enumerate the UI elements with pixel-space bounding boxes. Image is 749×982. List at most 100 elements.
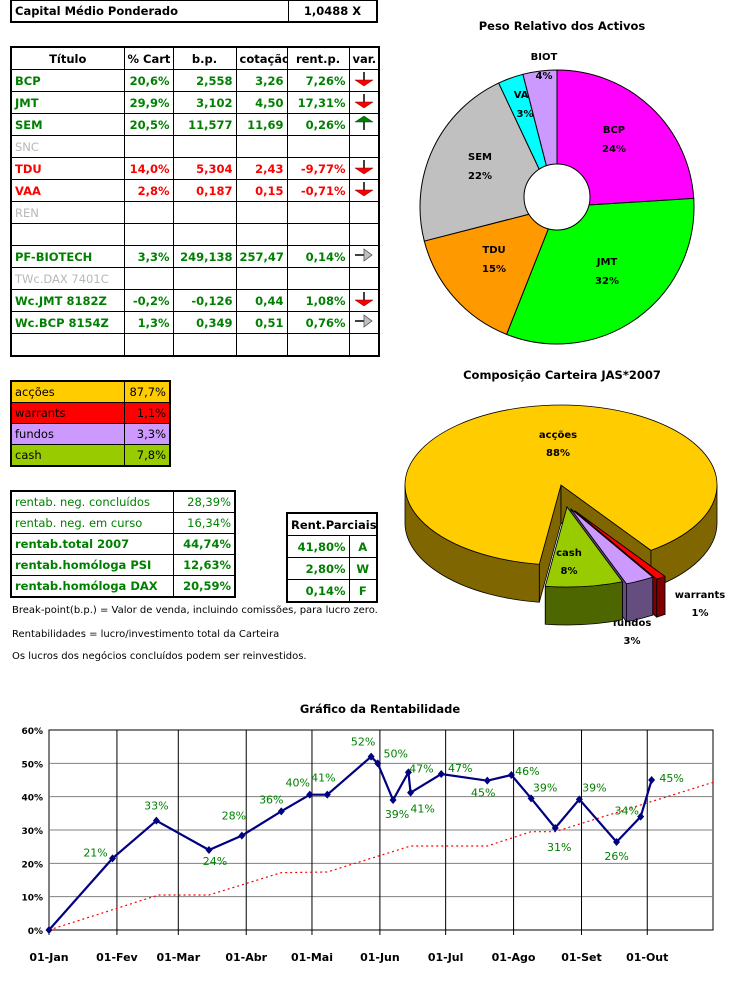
- allocation-label: fundos: [10, 423, 125, 445]
- allocation-label: acções: [10, 380, 125, 403]
- donut-chart: BCP 24% JMT 32% TDU 15% SEM 22% VAA 3% BIOT 4%: [419, 52, 695, 345]
- donut-slice-percent: 32%: [595, 276, 619, 287]
- capital-label: Capital Médio Ponderado: [10, 0, 289, 23]
- rentab-value: 28,39%: [172, 490, 236, 513]
- rent-parciais-table: Rent.Parciais 41,80% A 2,80% W 0,14% F: [286, 512, 378, 603]
- col-rent-p-cell: 17,31%: [286, 91, 350, 114]
- donut-slice-percent: 24%: [602, 144, 626, 155]
- col-titulo-cell: SNC: [10, 135, 125, 158]
- var-cell: [348, 289, 380, 312]
- data-point: [367, 752, 375, 761]
- arrow-down-icon: [353, 292, 374, 307]
- col-pct-cart-cell: 14,0%: [123, 157, 174, 180]
- y-tick-label: 20%: [21, 860, 43, 870]
- col-cotacao-cell: 0,51: [235, 311, 288, 334]
- rentab-row: rentab.homóloga PSI 12,63%: [10, 554, 236, 576]
- arrow-down-icon: [353, 94, 374, 109]
- data-point: [238, 831, 246, 840]
- y-tick-label: 50%: [21, 760, 43, 770]
- rentabilidade-line: [48, 755, 653, 931]
- col-cotacao-cell: [235, 201, 288, 224]
- y-tick-label: 60%: [21, 727, 43, 737]
- col-bp-cell: [172, 201, 237, 224]
- data-point: [613, 838, 621, 846]
- col-cotacao-cell: [235, 267, 288, 290]
- line-chart: 0% 10% 20% 30% 40% 50% 60% 01-Jan 01-Fev 01-Mar 01…: [21, 727, 714, 964]
- arrow-right-icon: [354, 248, 373, 262]
- col-pct-cart-cell: [123, 267, 174, 290]
- data-label: 40%: [286, 777, 310, 790]
- x-tick-label: 01-Mai: [291, 951, 333, 964]
- col-bp-cell: 0,187: [172, 179, 237, 202]
- data-label: 47%: [448, 762, 472, 775]
- col-pct-cart-header: % Cart: [123, 46, 174, 70]
- data-point: [323, 790, 331, 799]
- var-cell: [348, 69, 380, 92]
- rentab-row: rentab. neg. concluídos 28,39%: [10, 490, 236, 513]
- col-titulo-cell: JMT: [10, 91, 125, 114]
- data-label: 21%: [83, 846, 107, 859]
- col-bp-cell: [172, 223, 237, 246]
- col-titulo-header: Título: [10, 46, 125, 70]
- benchmark-line: [48, 781, 714, 931]
- donut-slice-percent: 22%: [468, 171, 492, 182]
- y-tick-label: 30%: [21, 827, 43, 837]
- col-bp-cell: [172, 267, 237, 290]
- data-label: 45%: [471, 787, 495, 800]
- col-titulo-cell: VAA: [10, 179, 125, 202]
- col-var-header: var.: [348, 46, 380, 70]
- parcial-row: 2,80% W: [286, 557, 378, 580]
- col-rent-p-cell: 7,26%: [286, 69, 350, 92]
- col-bp-cell: [172, 333, 237, 357]
- col-cotacao-cell: 11,69: [235, 113, 288, 136]
- col-titulo-cell: PF-BIOTECH: [10, 245, 125, 268]
- col-pct-cart-cell: 20,5%: [123, 113, 174, 136]
- col-cotacao-cell: 4,50: [235, 91, 288, 114]
- col-rent-p-cell: [286, 223, 350, 246]
- holding-row: TDU 14,0% 5,304 2,43 -9,77%: [10, 157, 380, 180]
- col-rent-p-cell: [286, 267, 350, 290]
- col-titulo-cell: [10, 223, 125, 246]
- data-point: [507, 771, 515, 779]
- donut-slice-percent: 4%: [536, 71, 553, 82]
- donut-slice-bcp: [556, 69, 695, 208]
- donut-slice-percent: 15%: [482, 264, 506, 275]
- holding-row: TWc.DAX 7401C: [10, 267, 380, 290]
- col-bp-cell: -0,126: [172, 289, 237, 312]
- data-label: 41%: [311, 772, 335, 785]
- var-cell: [348, 201, 380, 224]
- holding-row: [10, 333, 380, 357]
- allocation-row: warrants 1,1%: [10, 402, 171, 424]
- data-point: [374, 759, 382, 768]
- data-point: [404, 768, 412, 777]
- allocation-value: 87,7%: [123, 380, 171, 403]
- col-bp-cell: 5,304: [172, 157, 237, 180]
- col-titulo-cell: TWc.DAX 7401C: [10, 267, 125, 290]
- col-pct-cart-cell: 29,9%: [123, 91, 174, 114]
- allocation-row: fundos 3,3%: [10, 423, 171, 445]
- data-label: 26%: [604, 850, 628, 863]
- arrow-down-icon: [353, 182, 374, 197]
- arrow-up-icon: [353, 115, 374, 130]
- rentab-row: rentab. neg. em curso 16,34%: [10, 512, 236, 534]
- data-label: 47%: [409, 762, 433, 775]
- parcial-row: 41,80% A: [286, 535, 378, 558]
- col-titulo-cell: REN: [10, 201, 125, 224]
- rentab-row: rentab.total 2007 44,74%: [10, 533, 236, 555]
- col-rent-p-cell: 0,26%: [286, 113, 350, 136]
- col-bp-cell: 249,138: [172, 245, 237, 268]
- col-cotacao-cell: 257,47: [235, 245, 288, 268]
- rentab-value: 44,74%: [172, 533, 236, 555]
- col-pct-cart-cell: -0,2%: [123, 289, 174, 312]
- holdings-table: Título% Cart b.p. cotação rent.p. var. BCP 20…: [10, 46, 380, 357]
- rentab-value: 12,63%: [172, 554, 236, 576]
- pie3d-slice-label: warrants: [675, 590, 725, 601]
- data-label: 39%: [385, 808, 409, 821]
- donut-slice-sem: [419, 82, 558, 242]
- col-rent-p-cell: -0,71%: [286, 179, 350, 202]
- note-break-point: Break-point(b.p.) = Valor de venda, incl…: [12, 605, 378, 616]
- donut-slice-tdu: [423, 206, 558, 336]
- x-tick-label: 01-Jul: [428, 951, 464, 964]
- var-cell: [348, 311, 380, 334]
- x-tick-label: 01-Jun: [360, 951, 400, 964]
